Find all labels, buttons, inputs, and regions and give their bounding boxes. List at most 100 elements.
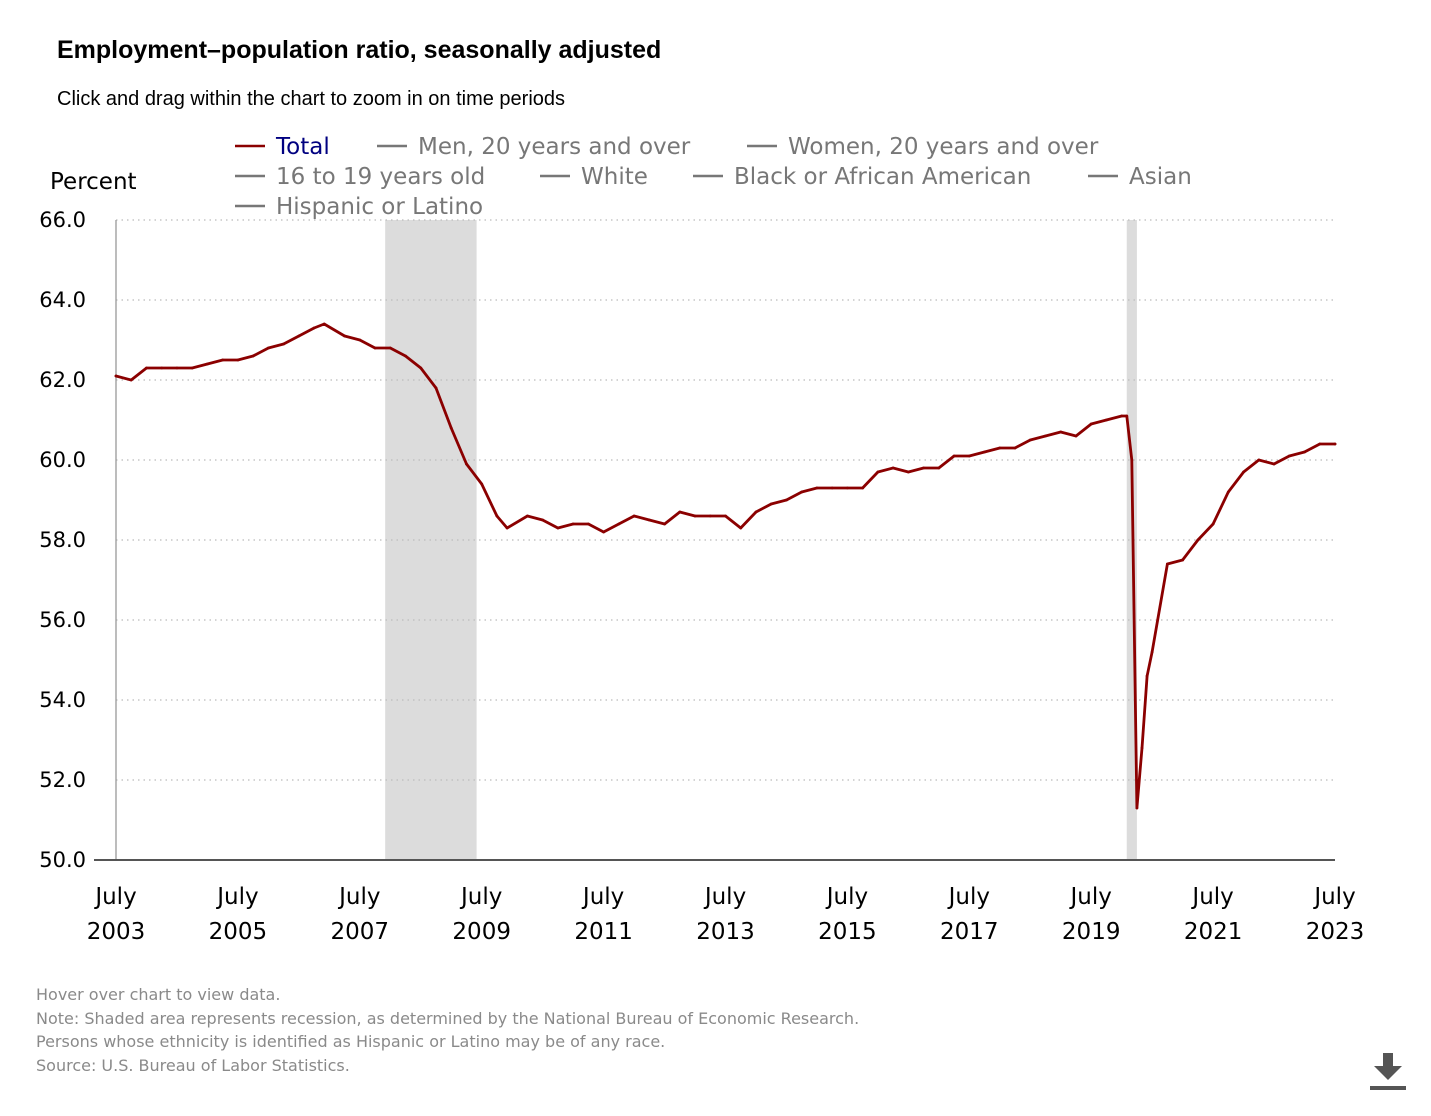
data-point — [419, 366, 423, 370]
x-tick-label-month: July — [947, 884, 990, 910]
x-tick-label-month: July — [337, 884, 380, 910]
note-source: Source: U.S. Bureau of Labor Statistics. — [36, 1055, 350, 1075]
data-point — [906, 470, 910, 474]
data-point — [1333, 442, 1337, 446]
data-point — [175, 366, 179, 370]
data-point — [769, 502, 773, 506]
legend-item-black-or-african-american[interactable]: Black or African American — [734, 164, 1031, 190]
y-tick-label: 62.0 — [39, 368, 86, 392]
x-tick-label-month: July — [215, 884, 258, 910]
data-point — [190, 366, 194, 370]
data-point — [1028, 438, 1032, 442]
data-point — [952, 454, 956, 458]
data-point — [891, 466, 895, 470]
legend-item-men-20-years-and-over[interactable]: Men, 20 years and over — [418, 134, 691, 160]
data-point — [800, 490, 804, 494]
x-tick-label-month: July — [93, 884, 136, 910]
data-point — [1105, 418, 1108, 422]
data-point — [358, 338, 362, 342]
y-tick-label: 52.0 — [39, 768, 86, 792]
data-point — [1318, 442, 1322, 446]
legend-item-total[interactable]: Total — [275, 134, 330, 160]
data-point — [1287, 454, 1291, 458]
data-point — [678, 510, 682, 514]
data-point — [129, 378, 133, 382]
data-point — [1272, 462, 1276, 466]
note-ethnicity: Persons whose ethnicity is identified as… — [36, 1032, 666, 1051]
x-tick-label-year: 2005 — [209, 919, 268, 945]
data-point — [846, 486, 849, 490]
x-tick-label-month: July — [825, 884, 868, 910]
y-tick-label: 64.0 — [39, 288, 86, 312]
data-point — [1013, 446, 1017, 450]
legend-item-hispanic-or-latino[interactable]: Hispanic or Latino — [276, 194, 483, 220]
x-tick-label-year: 2007 — [331, 919, 390, 945]
data-point — [861, 486, 865, 490]
data-point — [998, 446, 1002, 450]
y-tick-label: 66.0 — [39, 208, 86, 232]
data-point — [1074, 434, 1078, 438]
note-hover: Hover over chart to view data. — [36, 985, 281, 1004]
x-tick-label-year: 2009 — [452, 919, 511, 945]
data-point — [114, 374, 118, 378]
data-point — [830, 486, 834, 490]
chart-subtitle: Click and drag within the chart to zoom … — [57, 88, 566, 110]
data-point — [602, 530, 605, 534]
data-point — [1181, 558, 1185, 562]
y-tick-label: 60.0 — [39, 448, 86, 472]
data-point — [785, 498, 788, 502]
x-tick-label-year: 2017 — [940, 919, 999, 945]
data-point — [556, 526, 560, 530]
x-tick-label-month: July — [1190, 884, 1233, 910]
data-point — [708, 514, 712, 518]
data-point — [1211, 522, 1215, 526]
data-point — [1135, 806, 1139, 810]
download-icon — [1370, 1053, 1406, 1090]
data-point — [236, 358, 240, 362]
data-point — [1242, 470, 1245, 474]
data-point — [1303, 450, 1306, 454]
data-point — [983, 450, 986, 454]
download-button[interactable] — [1368, 1050, 1412, 1094]
x-tick-label-year: 2023 — [1306, 919, 1365, 945]
data-point — [206, 362, 209, 366]
data-point — [647, 518, 651, 522]
data-point — [495, 514, 499, 518]
data-point — [617, 522, 621, 526]
data-point — [967, 454, 971, 458]
legend-item-white[interactable]: White — [581, 164, 648, 190]
note-recession: Note: Shaded area represents recession, … — [36, 1008, 860, 1028]
data-point — [1257, 458, 1261, 462]
legend-item-asian[interactable]: Asian — [1129, 164, 1192, 190]
chart-title: Employment–population ratio, seasonally … — [57, 36, 662, 64]
data-point — [221, 358, 225, 362]
x-tick-label-year: 2019 — [1062, 919, 1121, 945]
legend-item-women-20-years-and-over[interactable]: Women, 20 years and over — [788, 134, 1099, 160]
data-point — [1059, 430, 1063, 434]
data-point — [571, 522, 575, 526]
y-tick-label: 54.0 — [39, 688, 86, 712]
y-tick-label: 56.0 — [39, 608, 86, 632]
legend-item-16-to-19-years-old[interactable]: 16 to 19 years old — [276, 164, 485, 190]
series-line-total[interactable] — [114, 322, 1337, 810]
data-point — [465, 462, 468, 466]
y-axis-title: Percent — [50, 169, 137, 195]
data-point — [1226, 490, 1230, 494]
x-tick-label-month: July — [1069, 884, 1112, 910]
x-tick-label-year: 2003 — [87, 919, 146, 945]
data-point — [373, 346, 377, 350]
data-point — [505, 526, 509, 530]
x-tick-label-month: July — [1312, 884, 1355, 910]
data-point — [876, 470, 880, 474]
data-point — [282, 342, 286, 346]
data-point — [1125, 414, 1129, 418]
x-tick-label-month: July — [581, 884, 624, 910]
data-point — [541, 518, 545, 522]
data-point — [322, 322, 326, 326]
data-point — [1044, 434, 1047, 438]
data-point — [404, 354, 407, 358]
data-point — [815, 486, 819, 490]
data-point — [251, 354, 255, 358]
chart-canvas[interactable]: 50.0 52.0 54.0 56.0 58.0 60.0 62.0 64.0 66.0 Perc… — [0, 0, 1431, 980]
x-tick-label-year: 2013 — [696, 919, 755, 945]
